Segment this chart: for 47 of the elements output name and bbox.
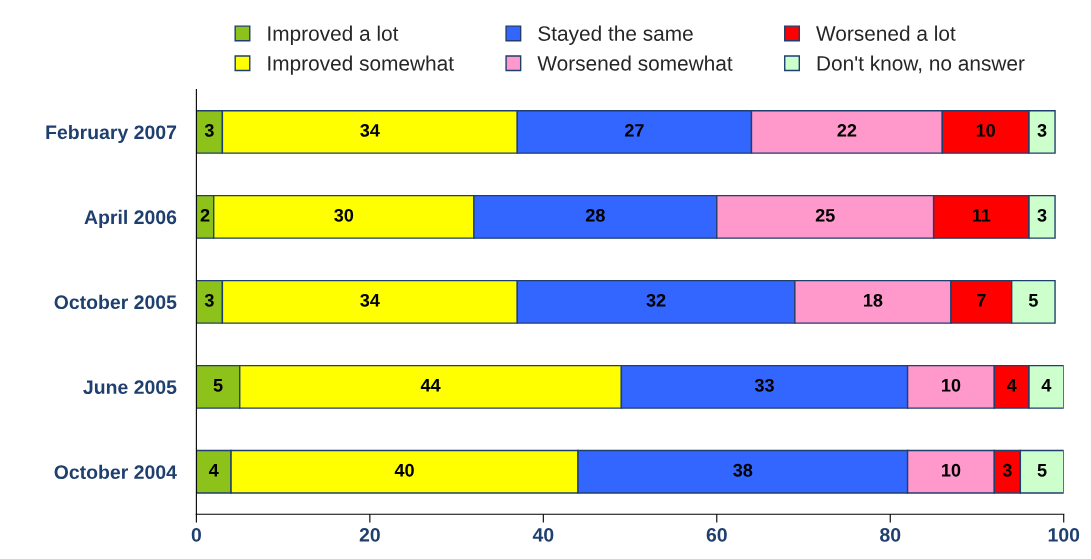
data-label: 18 (864, 293, 883, 307)
data-label: 10 (942, 378, 961, 392)
y-tick-label: June 2005 (83, 380, 177, 395)
legend-label: Worsened a lot (816, 25, 956, 41)
data-label: 3 (1037, 123, 1047, 137)
data-label: 3 (1002, 463, 1012, 477)
data-label: 40 (394, 463, 414, 477)
data-label: 5 (213, 379, 223, 392)
data-label: 25 (815, 208, 835, 222)
data-label: 3 (204, 293, 214, 307)
y-tick-label: February 2007 (46, 124, 177, 143)
data-label: 44 (420, 379, 441, 392)
data-label: 34 (360, 123, 380, 137)
data-label: 5 (1028, 294, 1038, 307)
data-label: 30 (334, 208, 354, 222)
data-label: 34 (360, 293, 380, 307)
data-label: 3 (204, 123, 214, 137)
data-label: 33 (754, 378, 774, 392)
data-label: 11 (972, 209, 991, 222)
legend-label: Don't know, no answer (817, 55, 1025, 74)
y-tick-label: April 2006 (84, 209, 177, 228)
data-label: 10 (976, 123, 995, 137)
data-label: 38 (733, 463, 753, 477)
data-label: 3 (1037, 208, 1047, 222)
data-label: 22 (837, 123, 857, 137)
data-label: 4 (1006, 379, 1017, 392)
data-label: 4 (1041, 379, 1052, 392)
data-label: 2 (200, 208, 210, 222)
x-tick-label: 60 (706, 527, 727, 542)
legend-label: Stayed the same (538, 25, 693, 46)
x-tick-label: 20 (359, 527, 380, 542)
x-tick-label: 40 (532, 527, 554, 542)
legend-label: Improved a lot (268, 25, 399, 46)
legend-label: Improved somewhat (268, 55, 454, 75)
data-label: 5 (1037, 464, 1047, 477)
y-tick-label: October 2004 (54, 464, 177, 480)
y-tick-label: October 2005 (54, 294, 177, 310)
data-label: 28 (585, 208, 605, 222)
x-tick-label: 80 (880, 527, 901, 542)
data-label: 32 (646, 293, 666, 307)
x-tick-label: 100 (1048, 527, 1080, 542)
data-label: 27 (624, 123, 644, 137)
data-label: 7 (977, 294, 986, 307)
data-label: 4 (208, 464, 219, 477)
data-label: 10 (942, 463, 961, 477)
legend-label: Worsened somewhat (537, 55, 733, 71)
x-tick-label: 0 (191, 527, 201, 542)
